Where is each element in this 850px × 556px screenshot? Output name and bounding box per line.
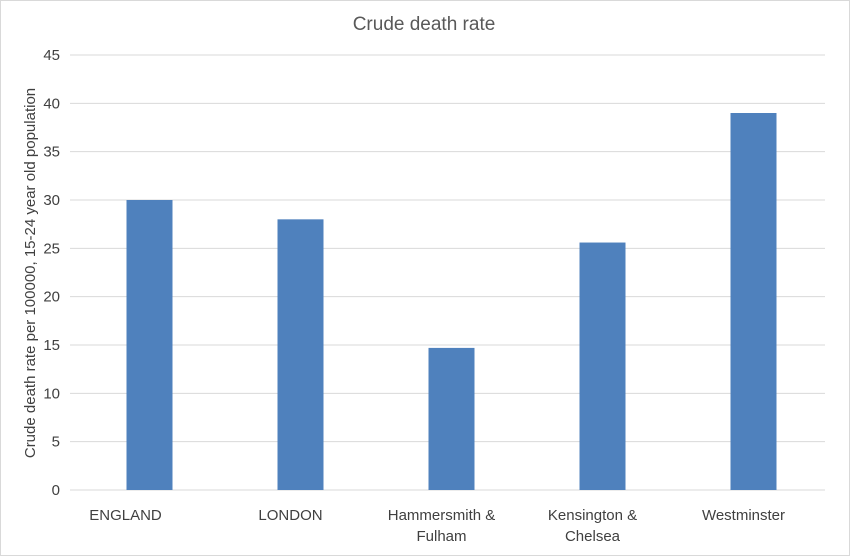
- x-category-labels: ENGLAND LONDON Hammersmith & Fulham Kensingt…: [89, 507, 785, 545]
- x-category-label: ENGLAND: [89, 507, 162, 524]
- y-tick-label: 30: [43, 192, 60, 209]
- x-category-label: Kensington & Chelsea: [548, 507, 637, 545]
- gridlines: [70, 54, 825, 491]
- y-tick-label: 45: [43, 47, 60, 64]
- y-tick-label: 10: [43, 385, 60, 402]
- y-tick-label: 40: [43, 95, 60, 112]
- y-axis-label: Crude death rate per 100000, 15-24 year …: [22, 88, 39, 458]
- bar: [428, 347, 475, 490]
- bar: [126, 200, 173, 490]
- chart-title: Crude death rate: [353, 14, 496, 35]
- x-category-label: Westminster: [702, 507, 785, 524]
- y-tick-label: 0: [52, 482, 60, 499]
- y-tick-label: 5: [52, 434, 60, 451]
- y-tick-labels: 0 5 10 15 20 25 30 35 40 45: [43, 47, 60, 499]
- y-tick-label: 15: [43, 337, 60, 354]
- bars: [126, 113, 777, 491]
- bar: [579, 242, 626, 490]
- y-tick-label: 20: [43, 289, 60, 306]
- x-category-label: LONDON: [258, 507, 322, 524]
- y-tick-label: 35: [43, 144, 60, 161]
- bar: [277, 219, 324, 491]
- x-category-label: Hammersmith & Fulham: [388, 507, 496, 545]
- bar: [730, 113, 777, 490]
- y-tick-label: 25: [43, 240, 60, 257]
